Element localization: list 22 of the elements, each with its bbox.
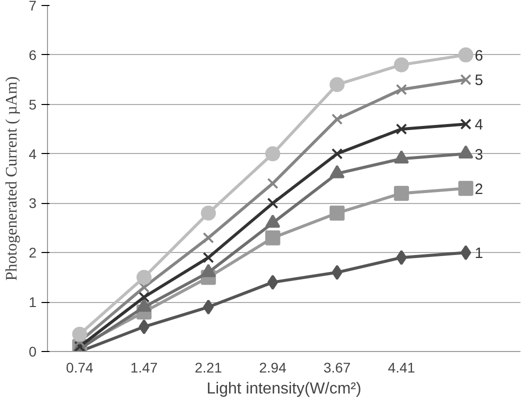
y-tick-label: 6 (28, 46, 37, 63)
series-label: 3 (474, 146, 484, 164)
series-label: 6 (474, 47, 484, 64)
y-tick-label: 2 (28, 244, 37, 261)
y-tick-label: 1 (28, 294, 37, 310)
y-tick-label: 7 (28, 0, 37, 14)
y-tick-label: 4 (28, 146, 37, 162)
y-tick-label: 0 (28, 344, 37, 360)
x-tick-label: 4.41 (388, 360, 416, 376)
x-tick-label: 2.21 (194, 360, 222, 376)
x-tick-label: 0.74 (66, 360, 94, 376)
y-axis-title: Photogenerated Current ( µAm) (4, 76, 21, 281)
series-label: 4 (474, 116, 484, 134)
y-tick-label: 5 (28, 96, 37, 112)
series-label: 1 (474, 245, 484, 262)
x-tick-label: 1.47 (130, 360, 158, 376)
series-label: 5 (474, 72, 484, 90)
x-tick-label: 3.67 (323, 360, 351, 376)
x-tick-label: 2.94 (259, 360, 287, 376)
y-tick-label: 3 (28, 195, 37, 212)
series-label: 2 (474, 180, 484, 198)
x-axis-title: Light intensity(W/cm²) (206, 380, 362, 398)
